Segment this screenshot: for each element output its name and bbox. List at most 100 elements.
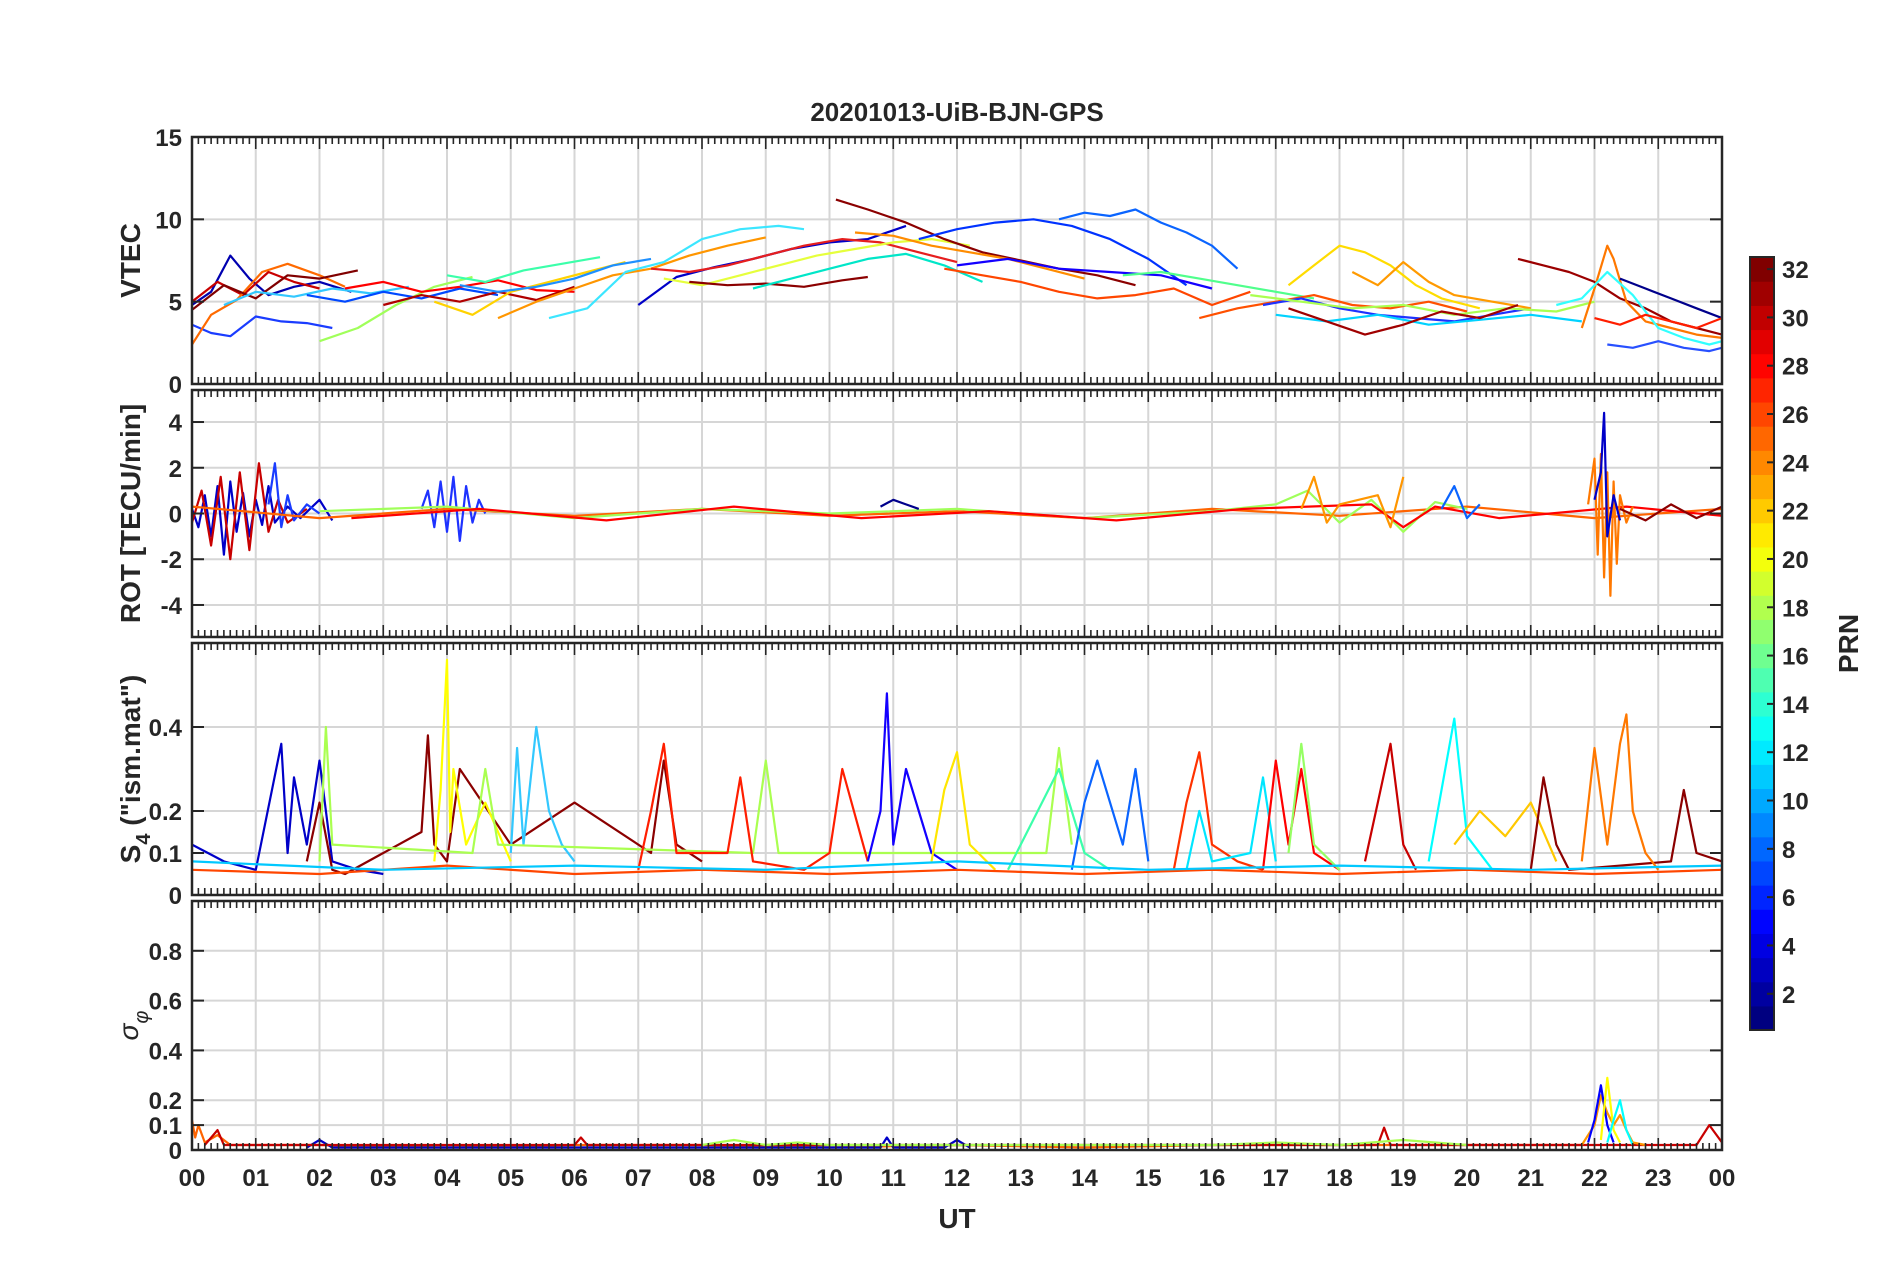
series-line-20 xyxy=(192,864,1722,876)
colorbar-tick-label: 18 xyxy=(1782,595,1809,622)
x-tick-label: 02 xyxy=(306,1165,333,1192)
panel-frame xyxy=(190,388,1724,639)
colorbar-tick-label: 32 xyxy=(1782,257,1809,284)
series-group xyxy=(192,658,1722,876)
series-line-11 xyxy=(1587,452,1634,597)
series-line-15 xyxy=(548,224,805,320)
series-line-13 xyxy=(1619,503,1722,522)
y-tick-label: 0.2 xyxy=(149,1088,182,1115)
series-line-18 xyxy=(1529,776,1722,871)
colorbar-segment xyxy=(1750,571,1774,596)
colorbar-tick-label: 28 xyxy=(1782,354,1809,381)
x-tick-label: 08 xyxy=(689,1165,716,1192)
chart-title: 20201013-UiB-BJN-GPS xyxy=(810,97,1103,127)
colorbar-tick-label: 16 xyxy=(1782,644,1809,671)
series-line-23 xyxy=(918,218,1188,287)
x-tick-label: 11 xyxy=(881,1165,906,1192)
colorbar-segment xyxy=(1750,1005,1774,1031)
series-line-6 xyxy=(223,285,409,307)
colorbar-segment xyxy=(1750,957,1774,983)
series-line-8 xyxy=(930,751,997,871)
y-axis-label: S4 ("ism.mat") xyxy=(115,675,155,864)
x-tick-label: 09 xyxy=(752,1165,779,1192)
y-tick-label: 0.1 xyxy=(149,1113,182,1140)
colorbar-tick-label: 14 xyxy=(1782,692,1809,719)
y-axis-label: σφ xyxy=(113,1011,153,1041)
colorbar-segment xyxy=(1750,522,1774,548)
colorbar-tick-label: 24 xyxy=(1782,450,1809,477)
colorbar-segment xyxy=(1750,474,1774,500)
x-tick-label: 14 xyxy=(1071,1165,1098,1192)
panel-frame xyxy=(190,641,1724,897)
y-tick-label: 0.1 xyxy=(149,841,182,868)
series-line-12 xyxy=(446,256,601,283)
series-line-33 xyxy=(1250,294,1595,316)
colorbar-tick-label: 8 xyxy=(1782,837,1795,864)
y-tick-label: 2 xyxy=(169,456,182,483)
x-tick-label: 21 xyxy=(1517,1165,1544,1192)
series-line-30 xyxy=(1287,244,1481,310)
colorbar-segment xyxy=(1750,426,1774,451)
series-line-26 xyxy=(944,267,1251,307)
colorbar-segment xyxy=(1750,329,1774,355)
x-tick-label: 00 xyxy=(179,1165,206,1192)
series-line-9 xyxy=(1007,767,1111,871)
series-line-5 xyxy=(318,725,1073,862)
x-tick-label: 18 xyxy=(1326,1165,1353,1192)
panel-4: 00.10.2 0.4 0.6 0.8 σφ xyxy=(113,899,1724,1165)
colorbar-segment xyxy=(1750,909,1774,934)
series-group xyxy=(192,198,1722,353)
series-line-20 xyxy=(752,252,983,290)
y-tick-label: 0 xyxy=(169,502,182,529)
series-line-7 xyxy=(351,503,1722,529)
series-line-27 xyxy=(1122,270,1315,300)
series-line-10 xyxy=(1070,759,1150,871)
series-line-3 xyxy=(192,270,320,303)
x-tick-label: 03 xyxy=(370,1165,397,1192)
series-line-14 xyxy=(1287,742,1341,871)
series-line-18 xyxy=(663,238,970,287)
series-line-22 xyxy=(854,231,1085,280)
y-tick-label: 0 xyxy=(169,1138,182,1165)
x-tick-label: 05 xyxy=(497,1165,524,1192)
series-line-2 xyxy=(192,315,333,338)
series-line-5 xyxy=(1587,1084,1615,1143)
series-line-24 xyxy=(1058,208,1239,270)
panel-2: -4 -2 0 2 4 ROT [TECU/min] xyxy=(115,388,1724,639)
colorbar-tick-label: 6 xyxy=(1782,885,1795,912)
x-tick-label: 16 xyxy=(1199,1165,1226,1192)
series-line-16 xyxy=(1427,717,1494,871)
series-line-5 xyxy=(192,269,359,311)
series-line-40 xyxy=(1594,313,1722,330)
y-tick-label: -4 xyxy=(161,593,183,620)
series-line-5 xyxy=(192,505,1722,520)
y-tick-label: 0.4 xyxy=(149,1038,183,1065)
y-tick-label: 15 xyxy=(155,125,182,152)
series-line-7 xyxy=(319,275,473,343)
colorbar-label: PRN xyxy=(1833,614,1864,673)
series-line-14 xyxy=(497,236,767,320)
series-line-3 xyxy=(267,462,321,529)
x-tick-label: 04 xyxy=(434,1165,461,1192)
series-line-17 xyxy=(650,238,958,274)
x-tick-label: 13 xyxy=(1007,1165,1034,1192)
colorbar-segment xyxy=(1750,619,1774,645)
series-line-4 xyxy=(192,262,346,346)
x-tick-label: 12 xyxy=(944,1165,971,1192)
colorbar-tick-label: 2 xyxy=(1782,982,1795,1009)
series-line-28 xyxy=(1199,294,1468,320)
y-tick-label: 0.4 xyxy=(149,715,183,742)
x-tick-label: 17 xyxy=(1262,1165,1289,1192)
y-tick-label: 0 xyxy=(169,372,182,399)
x-tick-label: 00 xyxy=(1709,1165,1736,1192)
y-axis-label: VTEC xyxy=(115,223,146,298)
series-line-37 xyxy=(1619,277,1722,320)
y-tick-label: 5 xyxy=(169,290,182,317)
x-tick-label: 07 xyxy=(625,1165,652,1192)
series-line-31 xyxy=(1351,261,1531,310)
series-line-21 xyxy=(835,198,1136,287)
y-tick-label: 0 xyxy=(169,883,182,910)
colorbar-segment xyxy=(1750,715,1774,741)
series-line-15 xyxy=(1363,742,1417,871)
